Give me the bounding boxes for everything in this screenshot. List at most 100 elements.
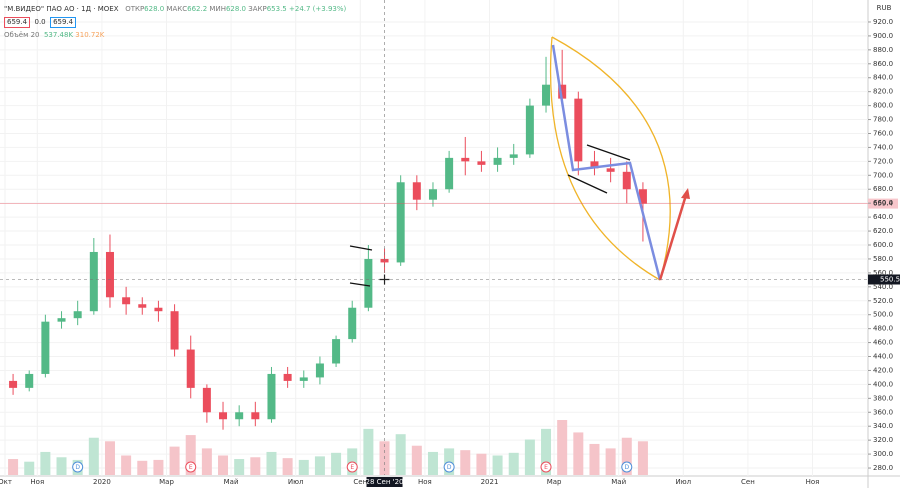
candle-body xyxy=(396,182,405,263)
volume-bar xyxy=(557,420,568,475)
y-tick-label: 820.0 xyxy=(873,88,893,96)
label: МАКС xyxy=(166,5,188,13)
currency: RUB xyxy=(877,4,892,12)
y-tick-label: 620.0 xyxy=(873,227,893,235)
line xyxy=(586,144,631,161)
candle-body xyxy=(509,154,518,158)
volume-bar xyxy=(331,452,342,475)
x-tick-label: Окт xyxy=(0,478,12,486)
volume-bar xyxy=(314,456,325,475)
volume-bar xyxy=(427,451,438,475)
volume-bar xyxy=(56,457,67,475)
candle-body xyxy=(542,84,551,106)
event-marker xyxy=(185,461,197,473)
y-tick-label: 420.0 xyxy=(873,366,893,374)
y-tick-label: 440.0 xyxy=(873,353,893,361)
event-marker xyxy=(443,461,455,473)
arrow xyxy=(658,194,688,281)
y-tick-label: 860.0 xyxy=(873,60,893,68)
candle-body xyxy=(267,373,276,420)
cursor xyxy=(379,274,390,285)
y-tick-label: 300.0 xyxy=(873,450,893,458)
sell-button[interactable]: 659.4 xyxy=(4,17,31,28)
x-tick-label: Июл xyxy=(288,478,304,486)
y-tick-label: 920.0 xyxy=(873,18,893,26)
y-tick-label: 660.0 xyxy=(873,199,893,207)
candle-body xyxy=(412,182,421,200)
last-price-box xyxy=(868,198,898,209)
volume-bar xyxy=(573,432,584,475)
volume-bar xyxy=(476,453,487,475)
candle-body xyxy=(41,321,50,374)
event-marker xyxy=(72,461,84,473)
y-tick-label: 400.0 xyxy=(873,380,893,388)
volume-bar xyxy=(605,448,616,475)
line xyxy=(349,245,373,251)
x-tick-label: 2020 xyxy=(93,478,111,486)
drawings xyxy=(349,36,690,287)
x-tick-label: Сен xyxy=(741,478,755,486)
volume-bar xyxy=(637,441,648,475)
candle-body xyxy=(574,98,583,162)
volume-bar xyxy=(282,458,293,475)
event-label: D xyxy=(447,464,452,471)
crosshair-date-box xyxy=(366,477,403,487)
y-tick-label: 520.0 xyxy=(873,297,893,305)
line xyxy=(349,282,371,287)
candle-body xyxy=(73,311,82,319)
volume-bar xyxy=(266,451,277,475)
x-tick-label: Май xyxy=(224,478,239,486)
value: 628.0 xyxy=(144,5,165,13)
y-tick-label: 760.0 xyxy=(873,129,893,137)
legend-row: "М.ВИДЕО" ПАО АО · 1Д · MOEX ОТКР628.0 М… xyxy=(4,3,346,16)
candle-body xyxy=(122,297,131,305)
buy-button[interactable]: 659.4 xyxy=(50,17,77,28)
y-tick-label: 340.0 xyxy=(873,422,893,430)
volume-bar xyxy=(234,459,245,475)
y-tick-label: 600.0 xyxy=(873,241,893,249)
spread: 0.0 xyxy=(34,18,46,26)
value: 310.72K xyxy=(75,31,105,39)
value: 628.0 xyxy=(225,5,247,13)
candle-body xyxy=(299,377,308,381)
event-label: E xyxy=(350,464,354,471)
crosshair-price-label: 550.5 xyxy=(880,276,900,284)
candle-body xyxy=(219,412,228,420)
arc xyxy=(551,36,671,281)
volume-bar xyxy=(250,457,261,475)
candle-body xyxy=(332,339,341,364)
y-tick-label: 560.0 xyxy=(873,269,893,277)
candle-body xyxy=(428,189,437,200)
candle-body xyxy=(477,161,486,165)
volume-bar xyxy=(541,428,552,475)
candle-body xyxy=(138,304,147,308)
y-tick-label: 720.0 xyxy=(873,157,893,165)
x-tick-label: Мар xyxy=(159,478,174,486)
volume-bar xyxy=(589,443,600,475)
x-tick-label: 2021 xyxy=(481,478,499,486)
candle-body xyxy=(25,373,34,388)
volume-bar xyxy=(621,437,632,475)
volume-bar xyxy=(8,459,19,475)
volume-bar xyxy=(363,428,374,475)
value: 653.5 xyxy=(266,5,287,13)
y-tick-label: 880.0 xyxy=(873,46,893,54)
volume-bar xyxy=(40,451,51,475)
candle-body xyxy=(493,157,502,165)
candle-body xyxy=(558,84,567,99)
x-tick-label: Ноя xyxy=(418,478,432,486)
legend-row: 659.4 0.0 659.4 xyxy=(4,16,346,29)
candle-body xyxy=(186,349,195,388)
candle-body xyxy=(89,251,98,312)
change: +24.7 (+3.93%) xyxy=(289,5,347,13)
candles xyxy=(9,49,647,430)
last-price-label: 659.4 xyxy=(873,200,894,208)
volume-bar xyxy=(411,445,422,475)
candle-body xyxy=(364,258,373,308)
x-tick-label: Сен xyxy=(353,478,367,486)
volume-bar xyxy=(492,455,503,475)
volume-bar xyxy=(395,434,406,475)
volume-bar xyxy=(169,446,180,475)
legend: "М.ВИДЕО" ПАО АО · 1Д · MOEX ОТКР628.0 М… xyxy=(4,3,346,42)
